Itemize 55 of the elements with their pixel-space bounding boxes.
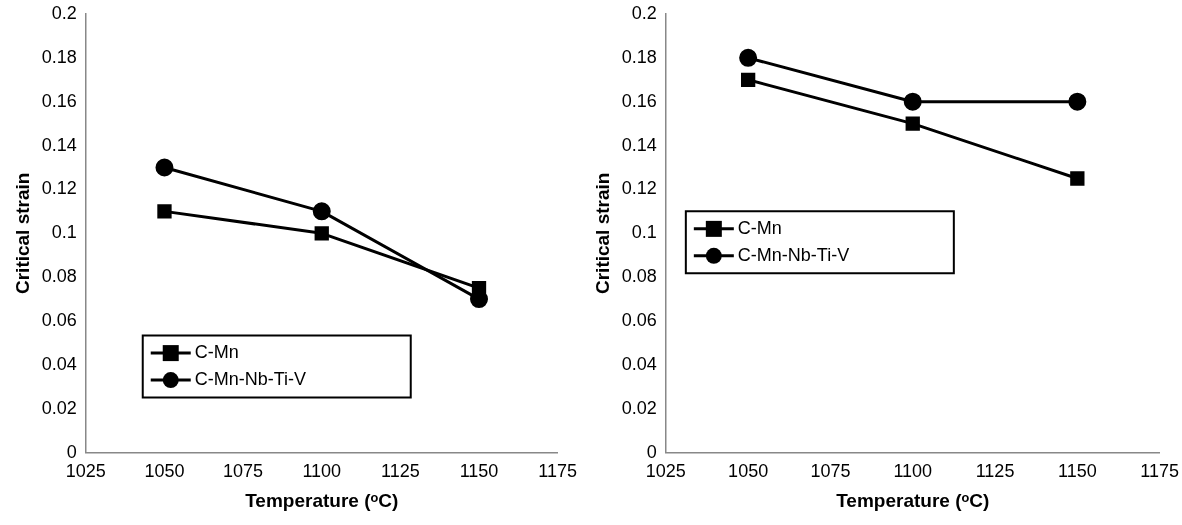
y-axis-title: Critical strain: [11, 172, 33, 295]
y-tick-label: 0.06: [41, 309, 77, 330]
x-tick-label: 1050: [728, 461, 769, 482]
x-tick-label: 1100: [302, 461, 342, 482]
y-tick-label: 0.12: [621, 178, 657, 199]
y-tick-label: 0.08: [41, 266, 77, 287]
x-tick-label: 1075: [810, 461, 851, 482]
point: [739, 48, 758, 67]
x-axis-title: Temperature (ᵒC): [245, 489, 399, 511]
y-tick-label: 0.14: [621, 134, 657, 155]
point: [1070, 171, 1085, 186]
y-tick-label: 0.02: [621, 397, 657, 418]
x-tick-label: 1050: [144, 461, 185, 482]
y-tick-label: 0.2: [51, 2, 77, 23]
y-tick-label: 0.18: [41, 46, 77, 67]
x-tick-label: 1100: [893, 461, 933, 482]
point: [312, 202, 331, 221]
x-tick-label: 1025: [65, 461, 106, 482]
x-tick-label: 1150: [459, 461, 499, 482]
y-tick-label: 0.04: [621, 353, 657, 374]
y-tick-label: 0.02: [41, 397, 77, 418]
x-tick-label: 1075: [223, 461, 264, 482]
point: [1068, 92, 1087, 111]
y-tick-label: 0.12: [41, 178, 77, 199]
point: [155, 158, 174, 177]
x-tick-label: 1125: [381, 461, 420, 482]
point: [157, 204, 172, 219]
y-tick-label: 0.06: [621, 309, 657, 330]
y-tick-label: 0: [646, 441, 657, 462]
x-tick-label: 1175: [538, 461, 578, 482]
y-axis-title: Critical strain: [591, 172, 613, 295]
point: [740, 72, 756, 87]
y-tick-label: 0.18: [621, 46, 657, 67]
y-tick-label: 0.08: [621, 266, 657, 287]
legend-label: C-Mn: [737, 217, 782, 238]
x-tick-label: 1125: [975, 461, 1015, 482]
y-tick-label: 0.1: [51, 222, 77, 243]
x-tick-label: 1175: [1140, 461, 1180, 482]
y-tick-label: 0: [66, 441, 77, 462]
y-tick-label: 0.16: [41, 90, 77, 111]
legend-label: C-Mn-Nb-Ti-V: [194, 369, 307, 390]
point: [903, 92, 922, 111]
point: [314, 226, 329, 241]
point: [471, 280, 487, 296]
y-tick-label: 0.14: [41, 134, 77, 155]
y-tick-label: 0.2: [631, 2, 657, 23]
point: [905, 116, 920, 131]
x-tick-label: 1150: [1057, 461, 1097, 482]
y-tick-label: 0.16: [621, 90, 657, 111]
x-tick-label: 1025: [645, 461, 686, 482]
x-axis-title: Temperature (ᵒC): [836, 489, 990, 511]
legend-label: C-Mn: [194, 342, 239, 363]
y-tick-label: 0.04: [41, 353, 77, 374]
legend-label: C-Mn-Nb-Ti-V: [737, 244, 850, 265]
y-tick-label: 0.1: [631, 222, 657, 243]
